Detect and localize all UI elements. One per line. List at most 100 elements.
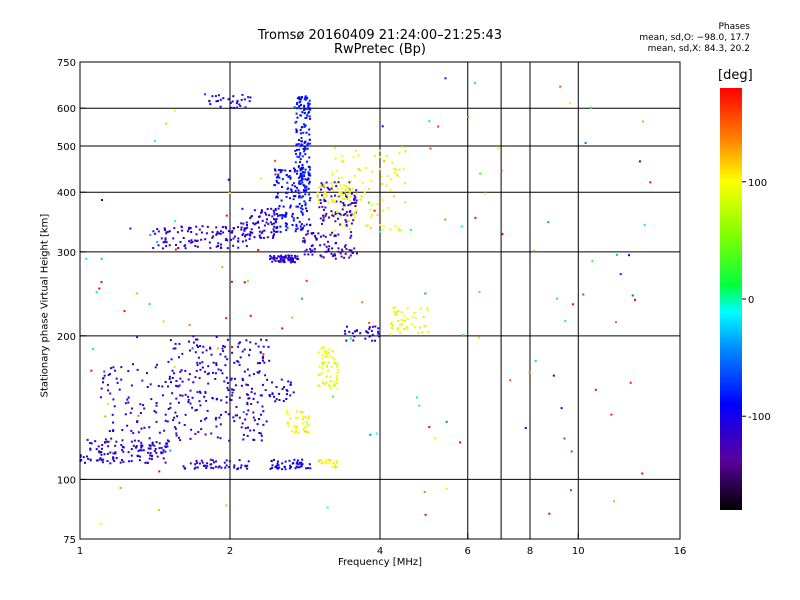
echo-point [360,195,363,198]
echo-point [634,298,636,301]
echo-point [139,455,141,458]
echo-point [240,228,243,231]
echo-point [345,220,348,223]
echo-point [323,383,326,386]
echo-point [377,330,380,333]
echo-point [297,165,300,168]
echo-point [292,195,295,198]
echo-point [137,449,140,452]
echo-point [353,194,356,197]
echo-point [157,244,160,247]
echo-point [303,98,306,101]
echo-point [215,364,218,366]
echo-point [175,244,177,246]
echo-point [301,422,304,425]
echo-point [273,230,276,233]
echo-point [300,463,303,466]
echo-point [294,254,296,257]
echo-point [306,96,309,99]
echo-point [293,106,296,109]
echo-point [277,214,280,217]
echo-point [334,254,337,257]
echo-point [327,201,330,204]
echo-point [339,214,342,217]
echo-point [351,202,353,204]
echo-point [474,216,477,219]
echo-point [311,253,314,256]
echo-point [337,368,340,371]
echo-point [392,324,394,327]
echo-point [259,177,262,180]
echo-point [299,172,302,175]
echo-point [85,257,88,260]
echo-point [303,150,305,153]
echo-point [295,128,298,131]
echo-point [246,434,249,437]
echo-point [225,464,228,467]
echo-point [84,461,86,464]
echo-point [221,347,224,350]
echo-point [378,168,381,171]
echo-point [154,366,157,369]
echo-point [304,95,307,98]
echo-point [298,431,300,434]
grid-lines [80,62,680,539]
echo-point [370,203,373,206]
echo-point [299,169,302,172]
echo-point [337,176,340,179]
echo-point [178,421,181,424]
echo-point [266,208,269,210]
echo-point [226,382,229,384]
echo-point [270,207,273,210]
echo-point [236,106,238,109]
echo-point [354,201,357,204]
echo-point [164,450,167,453]
echo-point [214,465,217,468]
echo-point [582,293,585,296]
echo-point [212,235,215,238]
echo-point [294,427,297,430]
echo-point [426,309,429,312]
echo-point [594,388,597,391]
echo-point [524,427,527,429]
echo-point [273,458,275,461]
echo-point [322,195,325,198]
echo-point [131,407,133,410]
echo-point [132,363,134,366]
echo-point [165,245,168,248]
echo-point [368,326,371,329]
echo-point [591,260,594,263]
echo-point [260,211,262,214]
echo-point [307,105,310,108]
echo-point [273,225,276,228]
echo-point [149,234,152,236]
echo-point [140,427,143,430]
echo-point [173,426,176,429]
echo-point [307,171,310,174]
echo-point [94,440,97,443]
echo-point [167,385,169,388]
echo-point [301,140,303,143]
echo-point [500,169,503,172]
echo-point [385,155,388,158]
echo-point [322,216,325,219]
echo-point [317,373,320,375]
echo-point [276,257,278,260]
echo-point [82,456,85,459]
echo-point [257,371,260,374]
echo-point [262,355,265,358]
echo-point [242,433,245,436]
echo-point [237,345,239,348]
echo-point [342,160,345,163]
echo-point [308,199,311,202]
echo-point [297,463,300,466]
echo-point [165,442,168,445]
echo-point [370,179,373,182]
echo-point [232,244,235,247]
x-axis-label: Frequency [MHz] [337,557,423,568]
echo-point [151,441,154,444]
echo-point [306,232,309,235]
echo-point [222,350,225,353]
echo-point [330,210,333,213]
echo-point [165,232,168,235]
